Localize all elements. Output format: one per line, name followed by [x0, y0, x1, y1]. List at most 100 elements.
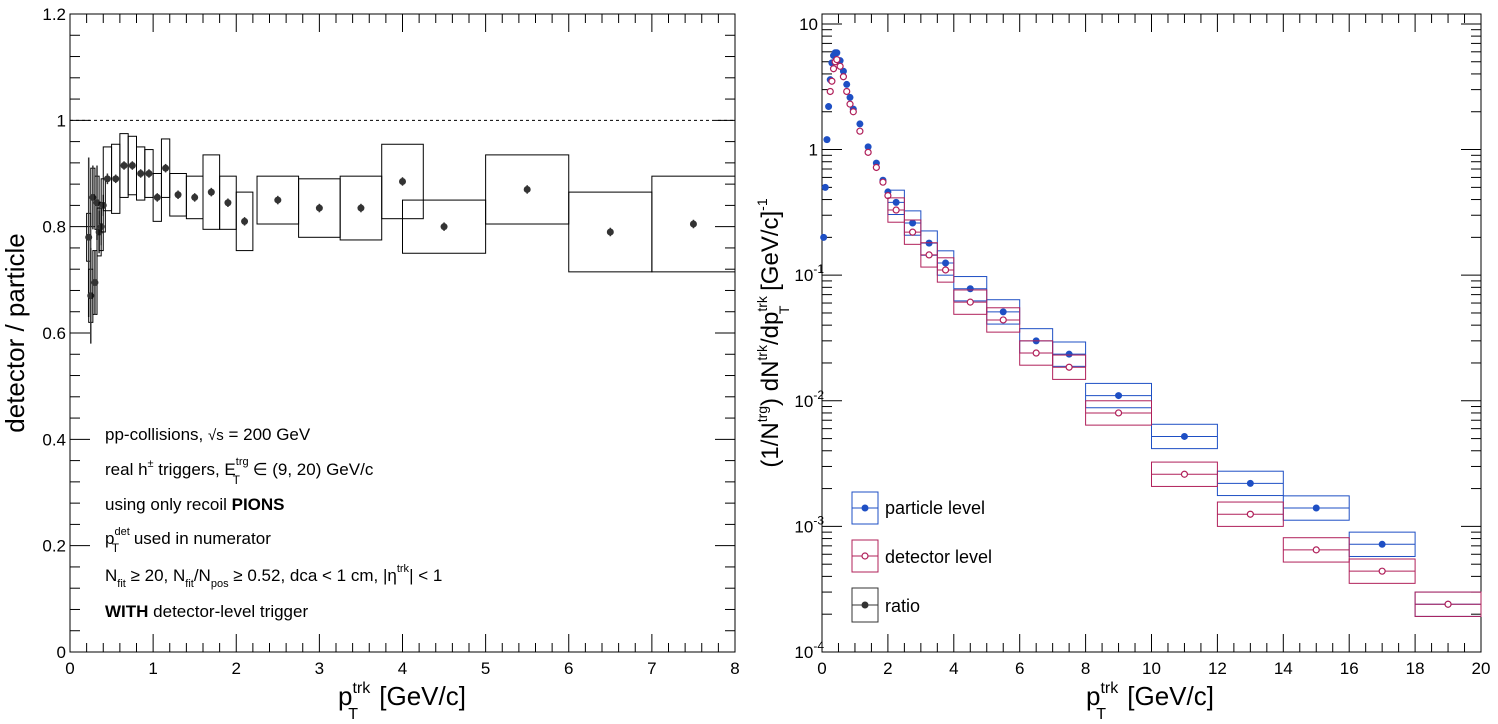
spectrum-y-tick-base: 10	[794, 643, 813, 662]
annotation-line-6: WITH detector-level trigger	[105, 602, 308, 621]
ratio-x-tick-label: 0	[65, 659, 74, 678]
particle-level-point	[1065, 350, 1073, 358]
particle-level-point	[825, 103, 833, 111]
ratio-data-point	[440, 223, 448, 231]
particle-level-point	[846, 93, 854, 101]
ratio-data-point	[207, 188, 215, 196]
ratio-data-point	[128, 162, 136, 170]
spectrum-y-tick-exponent: -1	[813, 262, 824, 276]
ratio-x-label-sub: T	[348, 706, 358, 723]
annotation-4-p: p	[105, 529, 114, 548]
spectrum-y-tick-label: 10-3	[794, 513, 824, 536]
detector-level-point	[833, 56, 841, 64]
spectrum-x-tick-label: 0	[817, 659, 826, 678]
ratio-x-tick-label: 3	[315, 659, 324, 678]
annotation-4-sup: det	[114, 526, 129, 538]
spectrum-y-tick-label: 10-1	[794, 262, 824, 285]
annotation-3-prefix: using only recoil	[105, 495, 232, 514]
particle-level-point	[1246, 479, 1254, 487]
detector-level-point	[879, 178, 887, 186]
ratio-annotations: pp-collisions, √s = 200 GeV real h± trig…	[105, 425, 442, 621]
spectrum-x-tick-label: 2	[883, 659, 892, 678]
annotation-5-p2: ≥ 20, N	[126, 566, 185, 585]
spectrum-y-tick-label: 10-2	[794, 388, 824, 411]
legend-marker-ratio	[861, 601, 869, 609]
detector-level-point	[843, 87, 851, 96]
spectrum-y-label-mid2-sup: trk	[754, 295, 770, 312]
ratio-data-point	[153, 193, 161, 201]
ratio-plot-frame	[69, 13, 736, 653]
ratio-x-tick-label: 7	[647, 659, 656, 678]
annotation-4-sub: T	[112, 541, 120, 555]
legend-entry-detector-level: detector level	[851, 539, 992, 573]
detector-level-point	[856, 127, 864, 135]
annotation-3-bold: PIONS	[232, 495, 285, 514]
spectrum-x-tick-label: 14	[1274, 659, 1293, 678]
spectrum-y-tick-base: 1	[809, 141, 818, 160]
ratio-y-tick-label: 0	[57, 643, 66, 662]
detector-level-point	[1032, 349, 1040, 357]
ratio-data-point	[137, 170, 145, 177]
spectrum-legend: particle level detector level ratio	[851, 491, 992, 623]
legend-label-particle: particle level	[885, 498, 985, 518]
ratio-data-point	[523, 185, 531, 193]
legend-label-ratio: ratio	[885, 596, 920, 616]
particle-level-point	[864, 143, 872, 151]
particle-level-point	[820, 233, 828, 241]
spectrum-x-label-main: p	[1086, 681, 1100, 711]
spectrum-x-tick-label: 10	[1142, 659, 1161, 678]
annotation-line-1: pp-collisions, √s = 200 GeV	[105, 425, 311, 444]
annotation-5-p3: /N	[194, 566, 211, 585]
ratio-y-tick-label: 0.4	[42, 430, 66, 449]
ratio-systematic-box	[235, 191, 254, 252]
ratio-x-tick-label: 1	[148, 659, 157, 678]
spectrum-y-label-post-sup: -1	[754, 198, 770, 211]
particle-level-point	[1115, 392, 1123, 400]
detector-level-point	[1246, 510, 1254, 518]
annotation-5-p3-sub: pos	[211, 578, 229, 590]
spectrum-y-tick-exponent: -4	[813, 639, 824, 653]
detector-level-point	[836, 62, 844, 70]
particle-level-point	[966, 285, 974, 293]
spectrum-x-tick-label: 4	[949, 659, 958, 678]
annotation-2-prefix: real h	[105, 460, 148, 479]
spectrum-y-axis-label: (1/Ntrg) dNtrk/dptrk T [GeV/c]-1	[754, 198, 792, 467]
particle-level-point	[856, 120, 864, 128]
particle-level-point	[1312, 504, 1320, 512]
particle-level-point	[821, 183, 829, 191]
spectrum-x-label-sub: T	[1096, 706, 1106, 723]
spectrum-y-tick-exponent: -2	[813, 388, 824, 402]
annotation-5-p2-sub: fit	[185, 578, 194, 590]
detector-level-point	[925, 251, 933, 259]
detector-level-point	[966, 298, 974, 306]
spectrum-x-label-unit: [GeV/c]	[1120, 681, 1214, 711]
particle-level-point	[909, 219, 917, 227]
particle-level-point	[1378, 540, 1386, 548]
ratio-axes: 0 1 2 3 4 5 6 7 8 0 0.2 0.4 0.6 0.8 1 1.2	[42, 5, 739, 678]
annotation-2-mid-sub: T	[233, 473, 241, 487]
spectrum-x-tick-label: 20	[1472, 659, 1491, 678]
annotation-4-suffix: used in numerator	[129, 529, 271, 548]
spectrum-x-axis-label: ptrk T [GeV/c]	[1086, 680, 1214, 723]
detector-level-point	[1180, 470, 1189, 478]
ratio-y-tick-label: 1.2	[42, 5, 66, 24]
spectrum-x-tick-label: 16	[1340, 659, 1359, 678]
ratio-x-label-unit: [GeV/c]	[372, 681, 466, 711]
spectrum-y-label-pre: (1/N	[757, 422, 784, 467]
ratio-systematic-box	[402, 199, 487, 254]
ratio-x-axis-label: ptrk T [GeV/c]	[338, 680, 466, 723]
ratio-panel: 0 1 2 3 4 5 6 7 8 0 0.2 0.4 0.6 0.8 1 1.2 detector / pa…	[0, 5, 740, 723]
ratio-x-tick-label: 6	[564, 659, 573, 678]
ratio-x-label-main: p	[338, 681, 352, 711]
detector-level-point	[829, 65, 838, 73]
detector-level-point	[872, 163, 880, 172]
particle-level-point	[823, 136, 831, 144]
annotation-6-suffix: detector-level trigger	[148, 602, 308, 621]
ratio-data-point	[224, 199, 232, 207]
detector-level-point	[909, 228, 917, 236]
ratio-x-tick-label: 5	[481, 659, 490, 678]
annotation-5-p1-sub: fit	[117, 578, 126, 590]
annotation-line-3: using only recoil PIONS	[105, 495, 285, 514]
